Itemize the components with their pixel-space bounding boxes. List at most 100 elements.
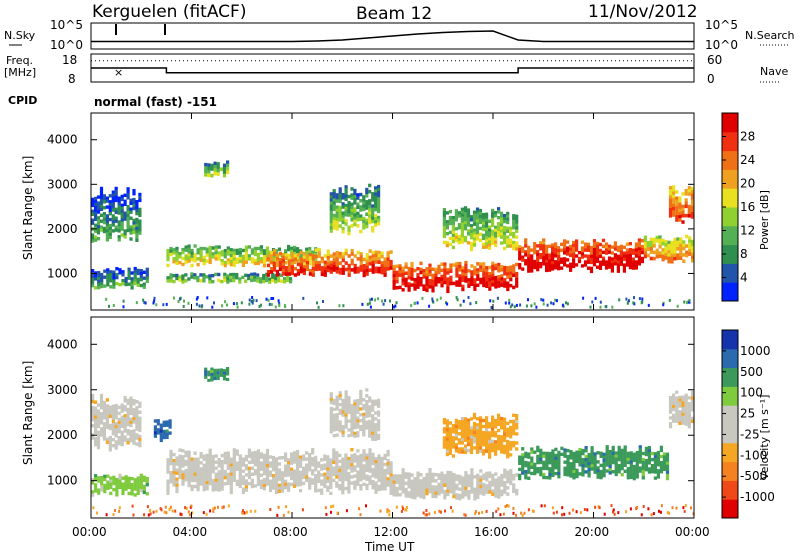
echo-cell <box>136 485 140 489</box>
echo-cell <box>271 468 276 472</box>
echo-cell <box>277 477 282 481</box>
ground-scatter-cell <box>459 303 462 307</box>
echo-cell <box>311 448 315 452</box>
echo-cell <box>184 279 188 283</box>
echo-cell <box>271 477 276 481</box>
ground-scatter-cell <box>389 299 391 303</box>
echo-cell <box>102 212 106 216</box>
echo-cell <box>518 458 522 462</box>
echo-cell <box>274 460 279 464</box>
echo-cell <box>241 263 245 267</box>
echo-cell <box>684 204 688 209</box>
echo-cell <box>392 474 396 478</box>
echo-cell <box>108 445 112 449</box>
echo-cell <box>136 488 140 492</box>
echo-cell <box>94 412 98 416</box>
echo-cell <box>181 280 185 284</box>
echo-cell <box>509 469 513 473</box>
echo-cell <box>365 408 369 413</box>
echo-cell <box>629 457 633 461</box>
ground-scatter-cell <box>535 305 538 309</box>
echo-cell <box>512 267 516 271</box>
echo-cell <box>443 262 447 266</box>
echo-cell <box>691 249 695 253</box>
ground-scatter-cell <box>198 304 201 308</box>
echo-cell <box>389 464 393 468</box>
echo-cell <box>371 428 375 433</box>
ground-scatter-cell <box>122 305 125 309</box>
ytick-label: 2000 <box>47 428 78 442</box>
echo-cell <box>690 205 695 210</box>
echo-cell <box>684 402 688 406</box>
echo-cell <box>356 196 360 200</box>
echo-cell <box>662 458 666 462</box>
echo-cell <box>497 284 501 288</box>
echo-cell <box>317 479 321 483</box>
echo-cell <box>202 472 206 477</box>
ground-scatter-cell <box>475 301 478 305</box>
echo-cell <box>470 273 474 277</box>
echo-cell <box>299 473 303 478</box>
echo-cell <box>488 234 492 238</box>
echo-cell <box>341 478 345 483</box>
echo-cell <box>305 247 309 251</box>
ground-scatter-cell <box>474 512 477 516</box>
echo-cell <box>380 468 384 473</box>
ground-scatter-cell <box>336 511 339 515</box>
echo-cell <box>690 399 695 403</box>
echo-cell <box>485 281 489 285</box>
echo-cell <box>506 439 510 444</box>
echo-cell <box>210 378 214 382</box>
echo-cell <box>190 275 194 279</box>
echo-cell <box>181 274 185 278</box>
echo-cell <box>172 462 176 466</box>
echo-cell <box>653 470 657 474</box>
echo-cell <box>229 478 233 483</box>
echo-cell <box>271 465 276 469</box>
echo-cell <box>124 487 128 491</box>
echo-cell <box>175 246 179 251</box>
echo-cell <box>377 398 381 402</box>
echo-cell <box>460 438 464 442</box>
echo-cell <box>580 252 585 256</box>
echo-cell <box>132 230 136 234</box>
echo-cell <box>398 493 402 497</box>
echo-cell <box>518 455 522 459</box>
echo-cell <box>655 248 659 253</box>
echo-cell <box>220 478 224 482</box>
echo-cell <box>235 449 239 453</box>
echo-cell <box>563 245 567 249</box>
echo-cell <box>566 246 570 250</box>
echo-cell <box>287 470 291 474</box>
ground-scatter-cell <box>149 512 152 516</box>
echo-cell <box>99 421 104 425</box>
ground-scatter-cell <box>683 300 686 304</box>
echo-cell <box>687 396 691 400</box>
echo-cell <box>687 189 691 193</box>
echo-cell <box>672 213 676 217</box>
echo-cell <box>238 457 242 461</box>
echo-cell <box>226 369 230 373</box>
echo-cell <box>130 486 134 490</box>
echo-cell <box>451 424 455 428</box>
echo-cell <box>338 218 342 222</box>
echo-cell <box>265 452 270 456</box>
echo-cell <box>512 243 516 248</box>
echo-cell <box>220 453 224 458</box>
echo-cell <box>675 202 679 207</box>
echo-cell <box>472 210 477 214</box>
echo-cell <box>94 205 98 210</box>
echo-cell <box>114 219 118 223</box>
echo-cell <box>410 495 414 499</box>
echo-cell <box>536 244 540 248</box>
echo-cell <box>347 410 351 414</box>
echo-cell <box>159 435 163 440</box>
echo-cell <box>205 487 209 491</box>
echo-cell <box>479 280 483 285</box>
echo-cell <box>247 472 251 477</box>
echo-cell <box>681 407 685 411</box>
echo-cell <box>448 236 452 241</box>
echo-cell <box>500 483 504 487</box>
echo-cell <box>515 271 519 276</box>
echo-cell <box>506 421 510 426</box>
